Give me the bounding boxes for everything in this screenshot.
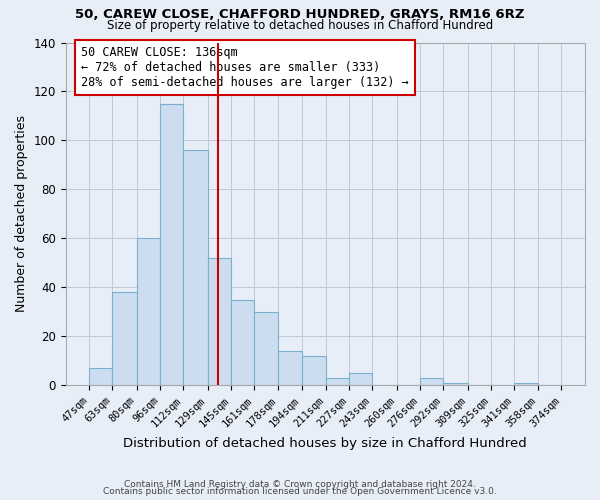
Text: Contains public sector information licensed under the Open Government Licence v3: Contains public sector information licen…	[103, 488, 497, 496]
Bar	[254, 312, 278, 386]
Bar	[160, 104, 183, 386]
Text: 50, CAREW CLOSE, CHAFFORD HUNDRED, GRAYS, RM16 6RZ: 50, CAREW CLOSE, CHAFFORD HUNDRED, GRAYS…	[75, 8, 525, 20]
Bar	[231, 300, 254, 386]
Bar	[349, 373, 372, 386]
Bar	[514, 383, 538, 386]
Bar	[302, 356, 326, 386]
Text: Size of property relative to detached houses in Chafford Hundred: Size of property relative to detached ho…	[107, 18, 493, 32]
Y-axis label: Number of detached properties: Number of detached properties	[15, 116, 28, 312]
X-axis label: Distribution of detached houses by size in Chafford Hundred: Distribution of detached houses by size …	[124, 437, 527, 450]
Bar	[443, 383, 467, 386]
Bar	[89, 368, 112, 386]
Text: 50 CAREW CLOSE: 136sqm
← 72% of detached houses are smaller (333)
28% of semi-de: 50 CAREW CLOSE: 136sqm ← 72% of detached…	[81, 46, 409, 89]
Bar	[326, 378, 349, 386]
Bar	[137, 238, 160, 386]
Bar	[208, 258, 231, 386]
Bar	[112, 292, 137, 386]
Bar	[420, 378, 443, 386]
Bar	[183, 150, 208, 386]
Bar	[278, 351, 302, 386]
Text: Contains HM Land Registry data © Crown copyright and database right 2024.: Contains HM Land Registry data © Crown c…	[124, 480, 476, 489]
